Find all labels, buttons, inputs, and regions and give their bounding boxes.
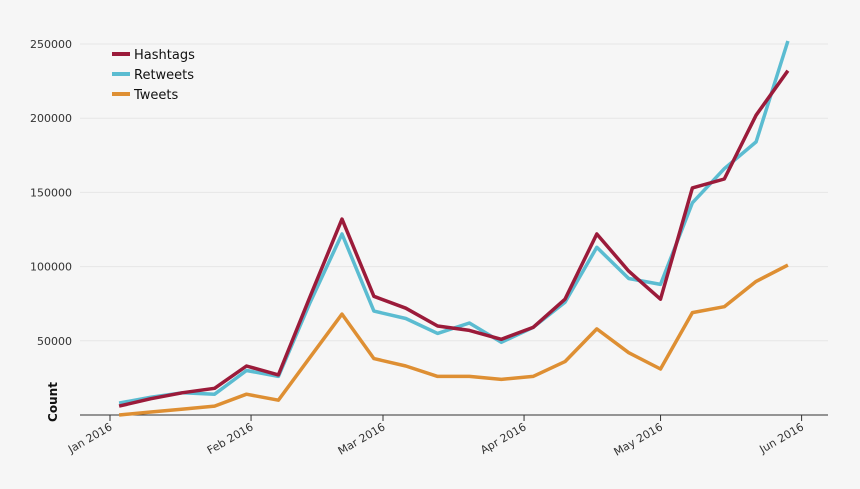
series-line-hashtags bbox=[118, 69, 790, 408]
y-axis-label: Count bbox=[46, 382, 60, 422]
y-tick-label: 150000 bbox=[30, 186, 72, 199]
y-tick-label: 50000 bbox=[37, 335, 72, 348]
legend-label-retweets: Retweets bbox=[134, 68, 194, 83]
legend: Hashtags Retweets Tweets bbox=[112, 48, 195, 103]
y-tick-label: 200000 bbox=[30, 112, 72, 125]
y-tick-label: 250000 bbox=[30, 38, 72, 51]
legend-label-hashtags: Hashtags bbox=[134, 48, 195, 63]
y-tick-label: 100000 bbox=[30, 261, 72, 274]
y-axis-ticks: 50000 100000 150000 200000 250000 bbox=[30, 38, 72, 348]
series-line-tweets bbox=[118, 263, 789, 417]
series-lines bbox=[118, 40, 790, 417]
legend-label-tweets: Tweets bbox=[133, 88, 179, 103]
